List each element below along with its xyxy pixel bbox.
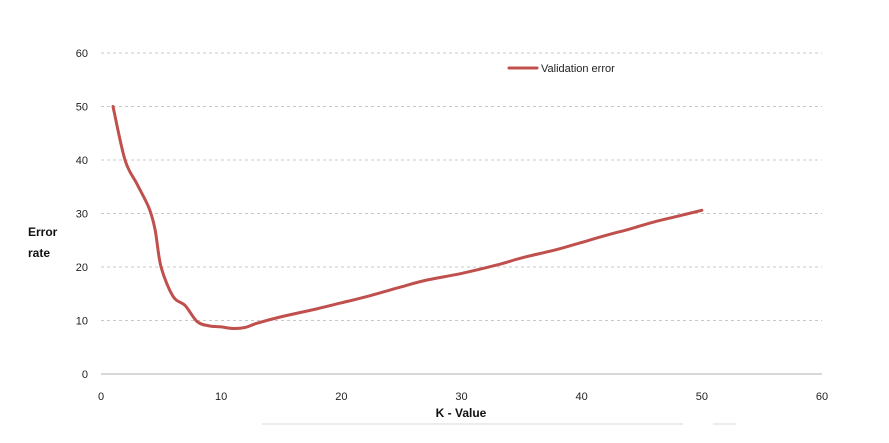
legend-label-validation-error: Validation error xyxy=(541,63,615,75)
data-point-0-6 xyxy=(171,295,175,298)
data-point-0-9 xyxy=(207,324,211,328)
data-point-0-0 xyxy=(111,105,115,108)
gridlines xyxy=(101,52,822,321)
x-tick-label-50: 50 xyxy=(696,391,708,403)
data-point-0-1 xyxy=(123,158,127,162)
data-point-0-19 xyxy=(424,279,427,282)
data-point-0-28 xyxy=(676,214,679,218)
data-point-0-25 xyxy=(604,234,607,237)
data-point-0-23 xyxy=(556,248,559,251)
data-point-0-20 xyxy=(460,272,463,275)
series-points-validation-error xyxy=(111,105,704,330)
data-point-0-14 xyxy=(280,315,283,318)
y-tick-label-40: 40 xyxy=(76,155,88,167)
data-point-0-12 xyxy=(244,326,247,329)
y-tick-label-50: 50 xyxy=(76,102,88,114)
x-tick-label-0: 0 xyxy=(98,391,104,403)
data-point-0-7 xyxy=(183,304,187,307)
data-point-0-17 xyxy=(364,295,367,299)
x-tick-label-30: 30 xyxy=(455,391,467,403)
data-point-0-3 xyxy=(147,206,151,210)
data-point-0-26 xyxy=(628,227,631,231)
data-point-0-10 xyxy=(219,325,223,329)
data-point-0-2 xyxy=(135,182,139,186)
data-point-0-13 xyxy=(256,321,259,325)
data-point-0-11 xyxy=(231,327,235,330)
y-axis-title-line-1: Error xyxy=(28,225,58,239)
data-point-0-8 xyxy=(195,320,199,323)
y-axis-title-line-2: rate xyxy=(28,246,50,260)
y-tick-label-10: 10 xyxy=(76,316,88,328)
y-tick-labels: 0 10 20 30 40 50 60 xyxy=(76,48,88,381)
legend: Validation error xyxy=(507,63,615,75)
data-point-0-5 xyxy=(159,265,163,269)
x-axis-title: K - Value xyxy=(436,406,487,420)
data-point-0-16 xyxy=(340,301,343,305)
y-tick-label-60: 60 xyxy=(76,48,88,60)
x-tick-label-40: 40 xyxy=(576,391,588,403)
x-tick-labels: 0 10 20 30 40 50 60 xyxy=(98,391,828,403)
data-point-0-15 xyxy=(316,307,319,310)
series-line-validation-error xyxy=(111,105,704,331)
x-tick-label-20: 20 xyxy=(335,391,347,403)
data-point-0-4 xyxy=(153,228,157,231)
y-tick-label-0: 0 xyxy=(82,369,88,381)
data-point-0-18 xyxy=(400,285,403,288)
data-point-0-29 xyxy=(700,209,704,212)
data-point-0-22 xyxy=(520,256,523,260)
data-point-0-24 xyxy=(580,241,583,244)
x-tick-label-60: 60 xyxy=(816,391,828,403)
data-point-0-27 xyxy=(652,220,655,224)
series-group xyxy=(111,105,704,331)
data-point-0-21 xyxy=(496,263,499,267)
y-tick-label-20: 20 xyxy=(76,262,88,274)
x-tick-label-10: 10 xyxy=(215,391,227,403)
y-tick-label-30: 30 xyxy=(76,209,88,221)
